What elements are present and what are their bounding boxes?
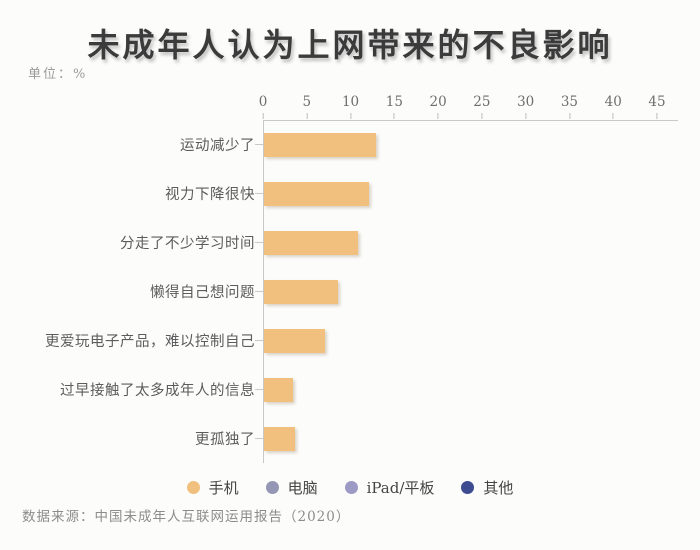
bar-zone <box>263 181 657 206</box>
legend-item-iPad/平板: iPad/平板 <box>344 477 435 498</box>
bar-6 <box>264 377 293 402</box>
x-tick-mark <box>437 113 439 119</box>
chart-row: 更爱玩电子产品，难以控制自己 <box>0 316 700 365</box>
bar-3 <box>264 230 358 255</box>
x-tick-label: 15 <box>385 94 403 110</box>
chart-title: 未成年人认为上网带来的不良影响 <box>87 26 613 64</box>
chart-row: 视力下降很快 <box>0 169 700 218</box>
x-tick: 45 <box>648 94 666 119</box>
x-tick-label: 5 <box>302 94 312 110</box>
x-tick-mark <box>568 113 570 119</box>
x-tick-label: 25 <box>473 94 491 110</box>
x-tick-label: 30 <box>517 94 535 110</box>
x-tick: 20 <box>430 94 447 119</box>
source-note: 数据来源：中国未成年人互联网运用报告（2020） <box>22 509 351 525</box>
x-tick: 40 <box>605 94 622 119</box>
x-tick-label: 40 <box>604 94 622 110</box>
x-tick: 15 <box>386 94 403 119</box>
legend-label: 手机 <box>208 479 239 497</box>
chart-row: 运动减少了 <box>0 120 700 169</box>
y-tick-mark <box>255 242 263 243</box>
chart-rows: 运动减少了视力下降很快分走了不少学习时间懒得自己想问题更爱玩电子产品，难以控制自… <box>0 120 700 463</box>
x-tick: 5 <box>302 94 311 119</box>
y-tick-mark <box>255 193 263 194</box>
bar-1 <box>264 132 377 157</box>
category-label: 分走了不少学习时间 <box>120 236 255 252</box>
x-tick-label: 10 <box>341 94 360 110</box>
legend-item-其他: 其他 <box>461 477 513 498</box>
y-tick-mark <box>255 438 263 439</box>
x-tick: 0 <box>258 94 268 119</box>
x-tick-mark <box>656 113 658 119</box>
x-tick: 10 <box>342 94 359 119</box>
x-tick-mark <box>612 113 614 119</box>
category-label: 懒得自己想问题 <box>150 285 255 301</box>
y-tick-mark <box>255 389 263 390</box>
bar-zone <box>263 426 657 451</box>
y-tick-mark <box>255 340 263 341</box>
chart-row: 过早接触了太多成年人的信息 <box>0 365 700 414</box>
x-tick: 35 <box>561 94 578 119</box>
bar-zone <box>263 230 657 255</box>
x-tick: 25 <box>473 94 490 119</box>
legend: 手机 电脑 iPad/平板 其他 <box>0 477 700 498</box>
legend-dot <box>265 481 279 494</box>
bar-4 <box>264 279 338 304</box>
chart-row: 分走了不少学习时间 <box>0 218 700 267</box>
x-tick-mark <box>306 113 308 119</box>
unit-label: 单位：% <box>28 67 88 82</box>
legend-label: 电脑 <box>287 479 318 497</box>
category-label: 更孤独了 <box>195 432 255 448</box>
chart-row: 懒得自己想问题 <box>0 267 700 316</box>
y-axis-line <box>263 120 264 463</box>
x-axis-line <box>263 120 678 121</box>
legend-label: iPad/平板 <box>366 479 435 497</box>
x-tick-label: 35 <box>560 94 579 110</box>
x-tick: 30 <box>517 94 534 119</box>
x-tick-mark <box>350 113 352 119</box>
legend-label: 其他 <box>483 479 514 497</box>
legend-dot <box>186 481 200 494</box>
x-tick-mark <box>262 113 264 119</box>
category-label: 运动减少了 <box>180 138 255 154</box>
bar-5 <box>264 328 326 353</box>
x-tick-label: 0 <box>258 94 268 110</box>
y-tick-mark <box>255 144 263 145</box>
x-tick-mark <box>525 113 527 119</box>
x-axis-ticks: 0 5 10 15 20 25 30 35 40 45 <box>259 94 666 120</box>
legend-item-手机: 手机 <box>186 477 239 498</box>
category-label: 更爱玩电子产品，难以控制自己 <box>45 334 255 350</box>
x-tick-label: 20 <box>429 94 447 110</box>
x-tick-mark <box>481 113 483 119</box>
chart-row: 更孤独了 <box>0 414 700 463</box>
x-tick-mark <box>393 113 395 119</box>
bar-zone <box>263 279 657 304</box>
category-label: 视力下降很快 <box>165 187 255 203</box>
y-tick-mark <box>255 291 263 292</box>
bar-7 <box>264 426 295 451</box>
legend-dot <box>461 481 475 494</box>
category-label: 过早接触了太多成年人的信息 <box>60 383 255 399</box>
bar-zone <box>263 132 657 157</box>
bar-2 <box>264 181 370 206</box>
bar-zone <box>263 377 657 402</box>
legend-item-电脑: 电脑 <box>265 477 318 498</box>
x-tick-label: 45 <box>648 94 666 110</box>
bar-zone <box>263 328 657 353</box>
legend-dot <box>344 481 358 494</box>
